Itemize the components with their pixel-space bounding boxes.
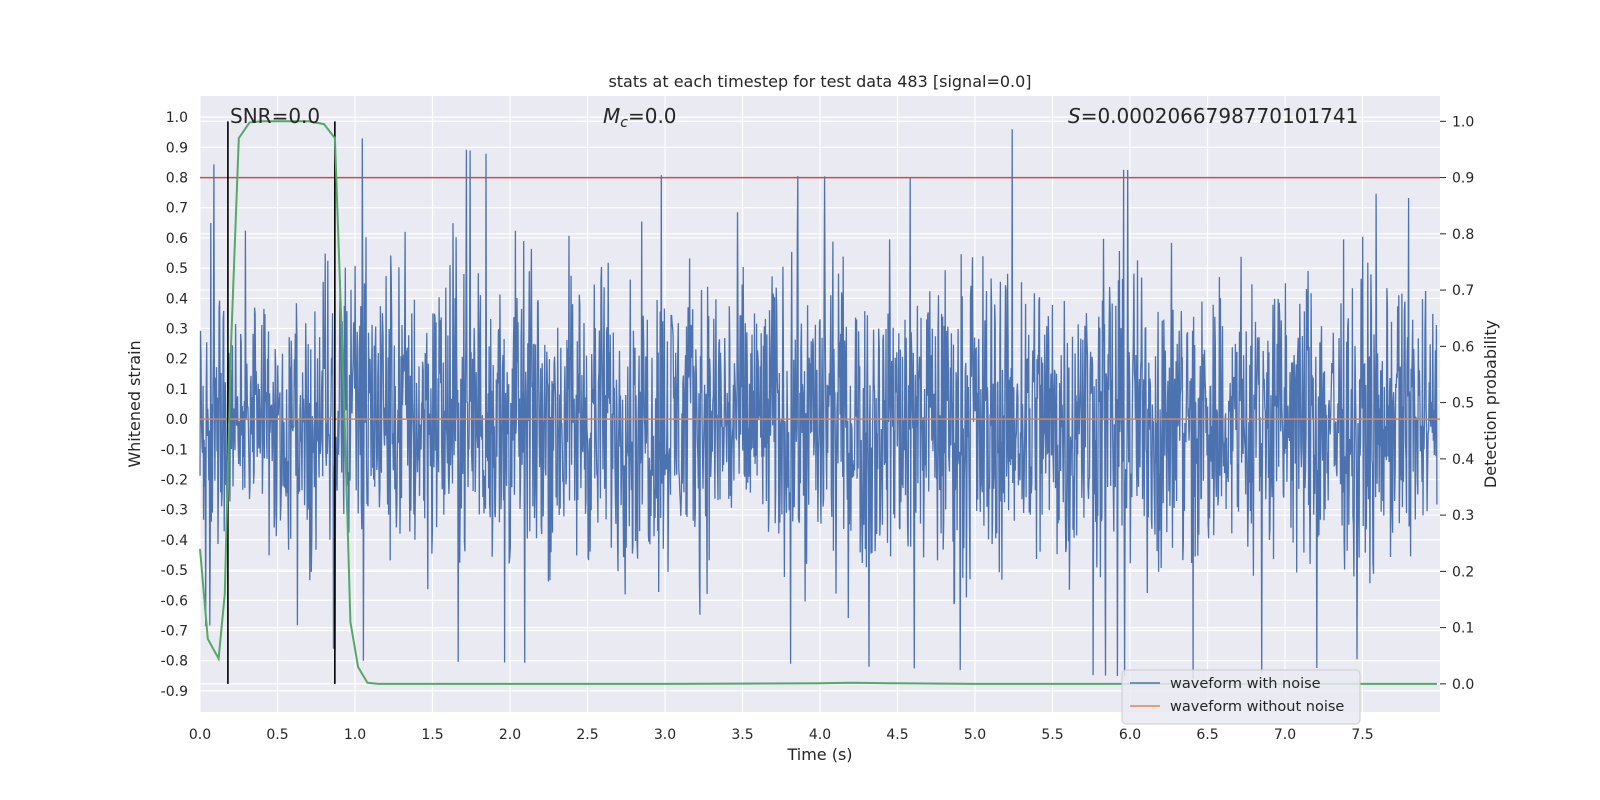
x-tick-label: 5.0 bbox=[964, 727, 986, 743]
y2-ticks: 1.0 0.9 0.8 0.7 0.6 0.5 0.4 0.3 0.2 0.1 0.0 bbox=[1440, 114, 1474, 693]
y-tick-label: -0.1 bbox=[161, 442, 188, 458]
legend-label-noise: waveform with noise bbox=[1170, 676, 1321, 692]
y-ticks: 1.0 0.9 0.8 0.7 0.6 0.5 0.4 0.3 0.2 0.1 0.0 -0.1 -0.… bbox=[161, 110, 188, 700]
legend: waveform with noise waveform without noi… bbox=[1121, 669, 1361, 725]
y-tick-label: 0.2 bbox=[166, 352, 188, 368]
s-value: =0.0002066798770101741 bbox=[1081, 104, 1359, 128]
x-tick-label: 1.0 bbox=[344, 727, 366, 743]
y2-tick-label: 0.2 bbox=[1452, 564, 1474, 580]
y-tick-label: 0.0 bbox=[166, 412, 188, 428]
y-tick-label: 0.5 bbox=[166, 261, 188, 277]
x-ticks: 0.0 0.5 1.0 1.5 2.0 2.5 3.0 3.5 4.0 4.5 5.0 5.5 6.0 6… bbox=[189, 727, 1374, 743]
x-tick-label: 4.5 bbox=[886, 727, 908, 743]
snr-label: SNR bbox=[230, 104, 272, 128]
y-tick-label: 0.1 bbox=[166, 382, 188, 398]
y2-tick-label: 0.0 bbox=[1452, 677, 1474, 693]
noise-waveform-group bbox=[199, 129, 1438, 679]
y-tick-label: -0.3 bbox=[161, 503, 188, 519]
y-tick-label: 0.4 bbox=[166, 291, 188, 307]
series-group bbox=[199, 120, 1440, 685]
y-tick-label: 0.6 bbox=[166, 231, 188, 247]
chirp-mass-annotation: Mc=0.0 bbox=[603, 104, 677, 131]
x-tick-label: 0.0 bbox=[189, 727, 211, 743]
chart-title: stats at each timestep for test data 483… bbox=[608, 72, 1031, 91]
x-tick-label: 2.0 bbox=[499, 727, 521, 743]
legend-box bbox=[1121, 669, 1361, 725]
y-tick-label: -0.2 bbox=[161, 472, 188, 488]
y-tick-label: -0.7 bbox=[161, 623, 188, 639]
x-tick-label: 7.0 bbox=[1274, 727, 1296, 743]
s-annotation: S=0.0002066798770101741 bbox=[1068, 104, 1358, 128]
y-tick-label: -0.9 bbox=[161, 684, 188, 700]
y2-axis-label: Detection probability bbox=[1481, 320, 1500, 488]
y2-tick-label: 0.5 bbox=[1452, 396, 1474, 412]
y-tick-label: 1.0 bbox=[166, 110, 188, 126]
x-tick-label: 5.5 bbox=[1041, 727, 1063, 743]
y-tick-label: 0.3 bbox=[166, 322, 188, 338]
y-tick-label: -0.8 bbox=[161, 654, 188, 670]
snr-value: =0.0 bbox=[272, 104, 321, 128]
y-tick-label: -0.4 bbox=[161, 533, 188, 549]
y-tick-label: 0.9 bbox=[166, 140, 188, 156]
detection-probability-line bbox=[199, 120, 1437, 685]
x-tick-label: 3.5 bbox=[731, 727, 753, 743]
x-tick-label: 7.5 bbox=[1351, 727, 1373, 743]
y-tick-label: -0.5 bbox=[161, 563, 188, 579]
x-axis-label: Time (s) bbox=[786, 745, 852, 764]
y2-tick-label: 0.3 bbox=[1452, 508, 1474, 524]
y2-tick-label: 0.4 bbox=[1452, 452, 1474, 468]
chirp-mass-value: =0.0 bbox=[628, 104, 677, 128]
y2-tick-label: 0.7 bbox=[1452, 283, 1474, 299]
x-tick-label: 0.5 bbox=[266, 727, 288, 743]
legend-label-clean: waveform without noise bbox=[1170, 699, 1344, 715]
y-tick-label: 0.8 bbox=[166, 171, 188, 187]
y-tick-label: 0.7 bbox=[166, 201, 188, 217]
y2-tick-label: 0.8 bbox=[1452, 227, 1474, 243]
x-tick-label: 3.0 bbox=[654, 727, 676, 743]
y2-tick-label: 0.6 bbox=[1452, 339, 1474, 355]
x-tick-label: 6.0 bbox=[1119, 727, 1141, 743]
y2-tick-label: 1.0 bbox=[1452, 114, 1474, 130]
chirp-mass-symbol: M bbox=[603, 104, 620, 128]
x-tick-label: 4.0 bbox=[809, 727, 831, 743]
y2-tick-label: 0.9 bbox=[1452, 171, 1474, 187]
x-tick-label: 6.5 bbox=[1196, 727, 1218, 743]
snr-annotation: SNR=0.0 bbox=[230, 104, 320, 128]
s-symbol: S bbox=[1068, 104, 1081, 128]
x-tick-label: 2.5 bbox=[576, 727, 598, 743]
y-tick-label: -0.6 bbox=[161, 593, 188, 609]
y-axis-label: Whitened strain bbox=[125, 340, 144, 467]
x-tick-label: 1.5 bbox=[421, 727, 443, 743]
y2-tick-label: 0.1 bbox=[1452, 621, 1474, 637]
noisy-waveform-line bbox=[199, 129, 1438, 679]
chirp-mass-subscript: c bbox=[620, 115, 628, 131]
